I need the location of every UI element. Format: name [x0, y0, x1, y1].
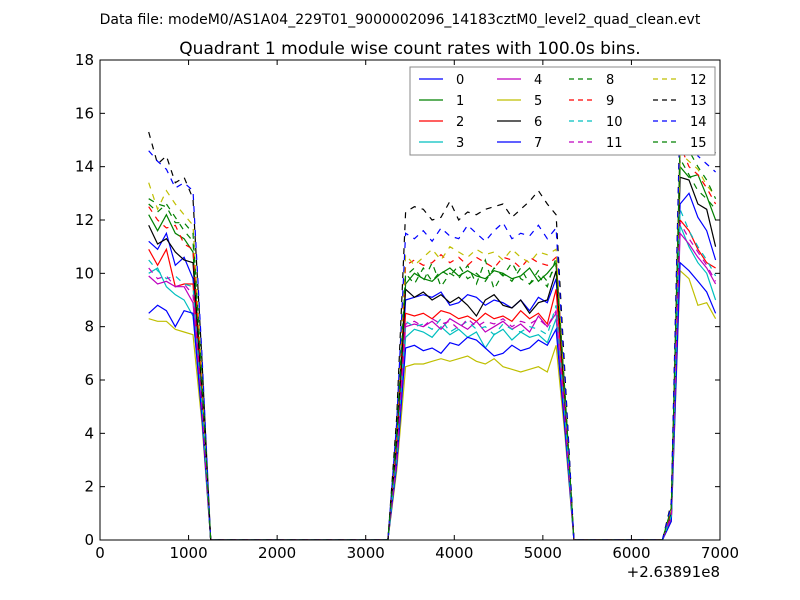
- y-tick-label: 18: [75, 51, 94, 69]
- series-line-15: [148, 141, 717, 540]
- x-tick-label: 0: [95, 544, 105, 562]
- series-line-9: [148, 145, 717, 540]
- y-tick-label: 6: [84, 371, 94, 389]
- x-tick-label: 5000: [524, 544, 562, 562]
- series-line-7: [148, 261, 717, 540]
- x-offset-label: +2.63891e8: [627, 563, 720, 581]
- legend-label-12: 12: [690, 73, 707, 88]
- x-tick-label: 6000: [612, 544, 650, 562]
- axes: 0 1000 2000 3000 4000 5000 6000 700002468101214…: [75, 51, 739, 562]
- legend-label-3: 3: [456, 136, 464, 151]
- legend-label-15: 15: [690, 136, 707, 151]
- series-line-0: [148, 192, 717, 540]
- plot-lines: [148, 107, 717, 540]
- x-tick-label: 1000: [169, 544, 207, 562]
- x-tick-label: 3000: [347, 544, 385, 562]
- series-line-10: [148, 209, 717, 540]
- legend-label-10: 10: [606, 115, 623, 130]
- series-line-4: [148, 231, 717, 540]
- series-line-1: [148, 165, 717, 540]
- series-line-13: [148, 107, 717, 540]
- y-tick-label: 8: [84, 318, 94, 336]
- series-line-12: [148, 151, 717, 540]
- legend-label-11: 11: [606, 136, 623, 151]
- legend-label-14: 14: [690, 115, 707, 130]
- x-tick-label: 4000: [435, 544, 473, 562]
- series-line-11: [148, 220, 717, 540]
- legend-label-4: 4: [534, 73, 542, 88]
- legend-box: [409, 66, 716, 156]
- series-line-2: [148, 218, 716, 540]
- series-line-5: [148, 269, 717, 540]
- series-line-3: [148, 225, 717, 540]
- y-tick-label: 0: [84, 531, 94, 549]
- y-tick-label: 10: [75, 264, 94, 282]
- suptitle: Data file: modeM0/AS1A04_229T01_90000020…: [100, 12, 701, 28]
- chart-title: Quadrant 1 module wise count rates with …: [179, 39, 640, 59]
- x-tick-label: 2000: [258, 544, 296, 562]
- legend-label-13: 13: [690, 94, 707, 109]
- series-line-6: [148, 176, 717, 540]
- y-tick-label: 12: [75, 211, 94, 229]
- series-line-14: [148, 114, 717, 540]
- legend-label-7: 7: [534, 136, 542, 151]
- legend-label-2: 2: [456, 115, 464, 130]
- series-line-8: [148, 156, 717, 540]
- legend-label-9: 9: [606, 94, 614, 109]
- y-tick-label: 16: [75, 104, 94, 122]
- legend-label-5: 5: [534, 94, 542, 109]
- y-tick-label: 2: [84, 478, 94, 496]
- y-tick-label: 14: [75, 158, 94, 176]
- legend-label-1: 1: [456, 94, 464, 109]
- x-tick-label: 7000: [701, 544, 739, 562]
- legend-label-6: 6: [534, 115, 542, 130]
- legend-label-0: 0: [456, 73, 464, 88]
- y-tick-label: 4: [84, 424, 94, 442]
- plot-frame: [99, 59, 721, 541]
- legend-label-8: 8: [606, 73, 614, 88]
